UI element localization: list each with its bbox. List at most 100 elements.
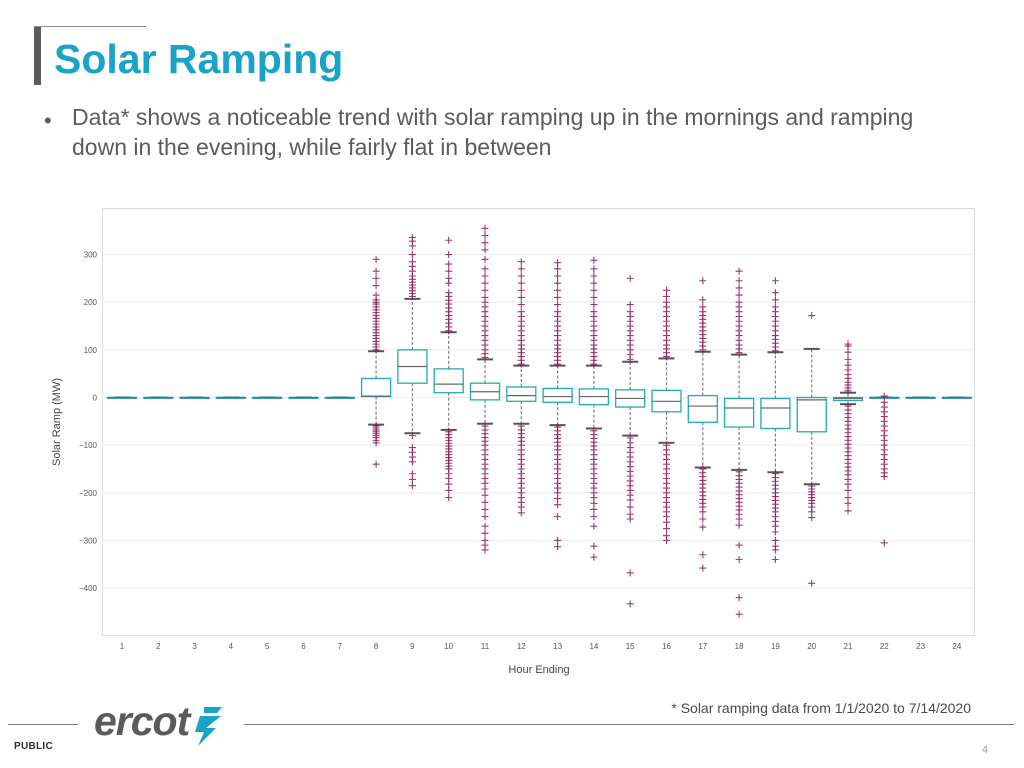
outlier-point — [590, 286, 598, 294]
x-tick-label: 23 — [916, 642, 925, 651]
outlier-point — [699, 303, 707, 311]
outlier-point — [481, 522, 489, 530]
box-hour-4 — [215, 396, 247, 399]
outlier-point — [445, 251, 453, 259]
outlier-point — [663, 518, 670, 526]
outlier-point — [626, 274, 634, 282]
outlier-point — [699, 296, 707, 304]
outlier-point — [771, 277, 779, 285]
outlier-point — [517, 286, 525, 294]
outlier-point — [626, 515, 634, 523]
box-hour-5 — [252, 396, 283, 399]
outlier-point — [771, 303, 779, 311]
outlier-point — [554, 272, 562, 280]
outlier-point — [771, 546, 779, 554]
x-tick-label: 3 — [192, 642, 197, 651]
outlier-point — [735, 521, 743, 529]
outlier-point — [372, 255, 380, 263]
outlier-point — [372, 291, 380, 299]
outlier-point — [844, 486, 852, 494]
lightning-bolt-icon — [195, 707, 222, 746]
box-hour-12 — [506, 258, 537, 517]
outlier-point — [626, 308, 634, 316]
outlier-point — [445, 274, 453, 282]
outlier-point — [481, 491, 489, 499]
box-hour-10 — [433, 236, 464, 502]
outlier-point — [481, 286, 489, 294]
outlier-point — [735, 267, 743, 275]
footer-rule-left — [8, 724, 78, 725]
box-hour-2 — [143, 396, 174, 399]
outlier-point — [844, 480, 852, 488]
outlier-point — [808, 514, 816, 522]
outlier-point — [517, 509, 525, 517]
outlier-point — [626, 600, 634, 608]
y-axis-label: Solar Ramp (MW) — [51, 378, 63, 466]
y-tick-label: −200 — [79, 489, 98, 498]
outlier-point — [408, 432, 416, 440]
box-iqr — [506, 386, 537, 402]
outlier-point — [554, 543, 562, 551]
slide-title: Solar Ramping — [54, 36, 344, 82]
outlier-point — [445, 236, 453, 244]
box-hour-7 — [324, 396, 355, 399]
outlier-point — [844, 348, 852, 356]
outlier-point — [735, 291, 743, 299]
outlier-point — [590, 279, 598, 287]
y-tick-label: −100 — [79, 441, 98, 450]
outlier-point — [590, 301, 598, 309]
box-hour-1 — [106, 396, 138, 399]
outlier-point — [844, 340, 852, 348]
outlier-point — [808, 579, 816, 587]
outlier-point — [808, 312, 816, 320]
outlier-point — [699, 277, 707, 285]
outlier-point — [590, 499, 598, 507]
outlier-point — [735, 541, 743, 549]
outlier-point — [735, 277, 743, 285]
outlier-point — [481, 246, 489, 254]
x-tick-label: 5 — [265, 642, 270, 651]
outlier-point — [554, 279, 562, 287]
x-tick-label: 19 — [771, 642, 780, 651]
bullet-dot-icon: • — [44, 108, 52, 133]
y-tick-label: 200 — [84, 298, 98, 307]
outlier-point — [590, 256, 598, 264]
x-tick-label: 6 — [301, 642, 306, 651]
outlier-point — [481, 505, 489, 513]
box-hour-13 — [542, 259, 573, 551]
box-hour-18 — [723, 267, 755, 618]
outlier-point — [735, 610, 743, 618]
outlier-point — [481, 529, 489, 537]
x-tick-label: 7 — [338, 642, 343, 651]
x-tick-label: 13 — [553, 642, 562, 651]
outlier-point — [771, 556, 779, 564]
outlier-point — [663, 292, 670, 300]
outlier-point — [408, 458, 416, 466]
outlier-point — [372, 460, 380, 468]
box-hour-14 — [578, 256, 610, 561]
outlier-point — [517, 293, 525, 301]
outlier-point — [445, 289, 453, 297]
outlier-point — [445, 260, 453, 268]
x-tick-label: 8 — [374, 642, 379, 651]
outlier-point — [590, 293, 598, 301]
outlier-point — [408, 251, 416, 259]
footer-rule-right — [244, 724, 1014, 725]
classification-label: PUBLIC — [14, 741, 54, 752]
outlier-point — [844, 507, 852, 515]
x-tick-label: 2 — [156, 642, 161, 651]
outlier-point — [590, 308, 598, 316]
outlier-point — [372, 274, 380, 282]
x-tick-label: 15 — [626, 642, 635, 651]
outlier-point — [844, 499, 852, 507]
outlier-point — [735, 556, 743, 564]
box-hour-19 — [760, 277, 791, 564]
outlier-point — [880, 539, 888, 547]
outlier-point — [517, 272, 525, 280]
y-tick-label: −300 — [79, 536, 98, 545]
outlier-point — [699, 508, 707, 516]
box-hour-23 — [905, 396, 936, 399]
box-hour-11 — [469, 224, 501, 554]
outlier-point — [554, 259, 562, 267]
x-tick-label: 1 — [120, 642, 125, 651]
